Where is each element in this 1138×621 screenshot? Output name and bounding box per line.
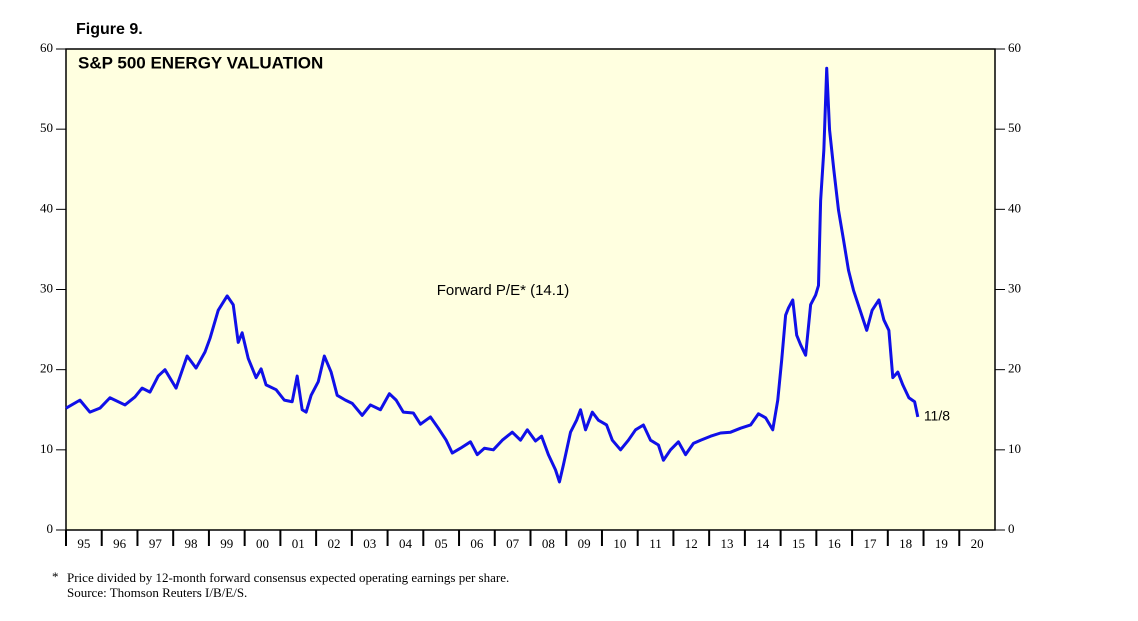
x-tick-label: 09 (578, 536, 591, 551)
y2-tick-label: 50 (1008, 120, 1021, 135)
y-tick-label: 10 (40, 441, 53, 456)
y2-tick-label: 20 (1008, 361, 1021, 376)
x-tick-label: 18 (899, 536, 912, 551)
y2-tick-label: 40 (1008, 200, 1021, 215)
x-tick-label: 01 (292, 536, 305, 551)
x-tick-label: 13 (721, 536, 734, 551)
x-tick-label: 12 (685, 536, 698, 551)
x-tick-label: 16 (828, 536, 842, 551)
plot-area (65, 48, 996, 531)
x-tick-label: 00 (256, 536, 269, 551)
x-tick-label: 06 (470, 536, 484, 551)
x-tick-label: 97 (149, 536, 163, 551)
x-tick-label: 14 (756, 536, 770, 551)
y-tick-label: 30 (40, 280, 53, 295)
x-tick-label: 02 (327, 536, 340, 551)
source: Source: Thomson Reuters I/B/E/S. (67, 585, 247, 600)
y2-tick-label: 60 (1008, 40, 1021, 55)
figure-label: Figure 9. (76, 21, 143, 38)
y2-tick-label: 30 (1008, 280, 1021, 295)
x-tick-label: 15 (792, 536, 805, 551)
x-tick-label: 10 (613, 536, 626, 551)
x-tick-label: 19 (935, 536, 948, 551)
footnote-marker: * (52, 569, 59, 584)
y2-tick-label: 10 (1008, 441, 1021, 456)
y-tick-label: 40 (40, 200, 53, 215)
line-series (65, 66, 920, 484)
y2-tick-label: 0 (1008, 521, 1015, 536)
y-tick-label: 0 (47, 521, 54, 536)
x-tick-label: 11 (649, 536, 662, 551)
y-tick-label: 20 (40, 361, 53, 376)
y-tick-label: 50 (40, 120, 53, 135)
series-label: Forward P/E* (14.1) (437, 282, 570, 299)
x-tick-label: 20 (971, 536, 984, 551)
y-tick-label: 60 (40, 40, 53, 55)
x-tick-label: 05 (435, 536, 448, 551)
x-tick-label: 95 (77, 536, 90, 551)
x-tick-label: 17 (863, 536, 877, 551)
x-tick-label: 98 (185, 536, 198, 551)
x-tick-label: 04 (399, 536, 413, 551)
x-tick-label: 99 (220, 536, 233, 551)
x-tick-label: 03 (363, 536, 376, 551)
chart-title: S&P 500 ENERGY VALUATION (78, 53, 323, 72)
end-label: 11/8 (924, 408, 950, 424)
footnote: Price divided by 12-month forward consen… (67, 570, 509, 585)
x-tick-label: 96 (113, 536, 127, 551)
x-tick-label: 07 (506, 536, 520, 551)
x-tick-label: 08 (542, 536, 555, 551)
